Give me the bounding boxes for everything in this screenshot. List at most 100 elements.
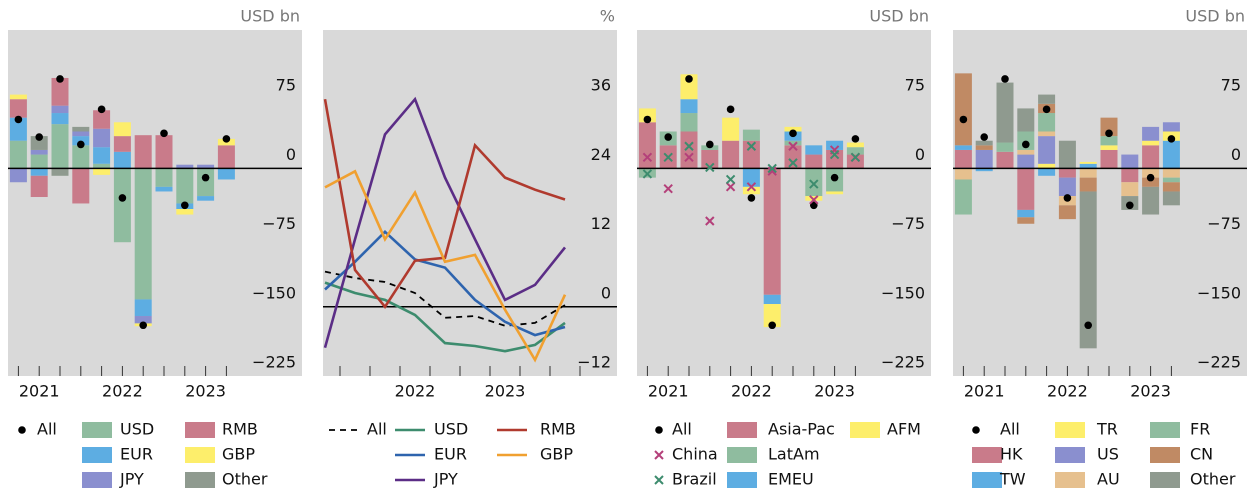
- bar-segment: [638, 122, 656, 169]
- bar-segment: [93, 128, 111, 148]
- y-tick-label: −75: [891, 214, 925, 233]
- bar-segment: [680, 113, 698, 132]
- all-dot: [77, 140, 85, 149]
- bar-segment: [954, 73, 972, 146]
- bar-segment: [805, 145, 823, 155]
- y-tick-label: 0: [1231, 145, 1241, 164]
- bar-segment: [742, 186, 760, 195]
- bar-segment: [1038, 131, 1056, 137]
- legend-swatch: [185, 422, 215, 438]
- cross-marker: [829, 149, 840, 160]
- bar-segment: [93, 168, 111, 175]
- legend-swatch: [82, 422, 112, 438]
- bar-segment: [1017, 149, 1035, 155]
- legend-swatch: [1055, 447, 1085, 463]
- legend-swatch: [972, 426, 980, 434]
- series-line: [323, 96, 567, 349]
- bar-segment: [93, 147, 111, 164]
- legend-label: Other: [1190, 470, 1236, 489]
- series-line: [324, 281, 566, 353]
- cross-marker: [684, 152, 694, 163]
- x-tick-label: 2023: [485, 382, 526, 401]
- legend-label: LatAm: [768, 445, 820, 464]
- legend-label: JPY: [433, 470, 458, 489]
- bar-segment: [954, 149, 972, 169]
- bar-segment: [1038, 113, 1056, 132]
- x-tick-label: 2021: [19, 382, 60, 401]
- bar-segment: [1121, 168, 1139, 183]
- bar-segment: [996, 151, 1014, 169]
- bar-segment: [155, 186, 173, 192]
- x-tick-label: 2023: [1130, 382, 1171, 401]
- cross-marker: [684, 141, 694, 151]
- bar-segment: [680, 74, 698, 100]
- x-tick-label: 2022: [395, 382, 436, 401]
- all-dot: [726, 105, 735, 114]
- bar-segment: [1162, 191, 1180, 206]
- legend-label: EMEU: [768, 470, 814, 489]
- bar-segment: [1017, 209, 1035, 218]
- bar-segment: [680, 131, 698, 169]
- bar-segment: [638, 108, 656, 123]
- bar-segment: [742, 168, 760, 187]
- cross-marker: [705, 162, 715, 173]
- all-dot: [1167, 135, 1176, 143]
- bar-segment: [197, 168, 215, 197]
- bar-segment: [51, 77, 69, 106]
- all-dot: [830, 173, 839, 182]
- y-tick-label: 0: [601, 283, 611, 302]
- bar-segment: [763, 304, 781, 328]
- plot-area: [953, 30, 1247, 376]
- legend-swatch: [1055, 472, 1085, 488]
- all-dot: [1084, 321, 1092, 330]
- y-tick-label: 12: [591, 214, 611, 233]
- all-dot: [14, 115, 23, 124]
- all-dot: [118, 194, 127, 202]
- bar-segment: [1038, 168, 1056, 176]
- bar-segment: [954, 168, 972, 180]
- bar-segment: [1162, 182, 1180, 192]
- y-tick-label: −150: [881, 283, 925, 302]
- bar-segment: [805, 168, 823, 197]
- legend-swatch: [727, 447, 757, 463]
- bar-segment: [134, 299, 152, 317]
- bar-segment: [113, 168, 131, 243]
- all-dot: [959, 115, 968, 124]
- legend-label: TR: [1096, 420, 1118, 439]
- bar-segment: [72, 145, 90, 169]
- y-tick-label: −150: [1197, 283, 1241, 302]
- bar-segment: [9, 168, 27, 183]
- bar-segment: [93, 110, 111, 129]
- all-dot: [1022, 140, 1030, 149]
- all-dot: [789, 129, 797, 138]
- legend-swatch: [727, 422, 757, 438]
- legend-label: GBP: [222, 445, 255, 464]
- x-tick-label: 2023: [185, 382, 226, 401]
- legend-swatch: [185, 447, 215, 463]
- bar-segment: [701, 149, 719, 169]
- unit-label: USD bn: [240, 7, 300, 26]
- bar-segment: [975, 145, 993, 150]
- bar-segment: [1038, 136, 1056, 164]
- x-tick-label: 2022: [102, 382, 143, 401]
- bar-segment: [1079, 163, 1097, 169]
- y-tick-label: −225: [881, 353, 925, 372]
- y-tick-label: 0: [915, 145, 925, 164]
- all-dot: [1126, 201, 1134, 210]
- legend-label: TW: [999, 470, 1026, 489]
- bar-segment: [113, 122, 131, 137]
- bar-segment: [1017, 168, 1035, 210]
- series-line: [324, 169, 567, 363]
- bar-segment: [996, 142, 1014, 152]
- legend-label: USD: [434, 420, 468, 439]
- x-tick-label: 2023: [814, 382, 855, 401]
- bar-segment: [197, 196, 215, 201]
- bar-segment: [784, 126, 802, 132]
- all-dot: [97, 105, 106, 114]
- legend-label: GBP: [540, 445, 573, 464]
- bar-segment: [30, 149, 48, 155]
- bar-segment: [846, 154, 864, 169]
- bar-segment: [1162, 177, 1180, 183]
